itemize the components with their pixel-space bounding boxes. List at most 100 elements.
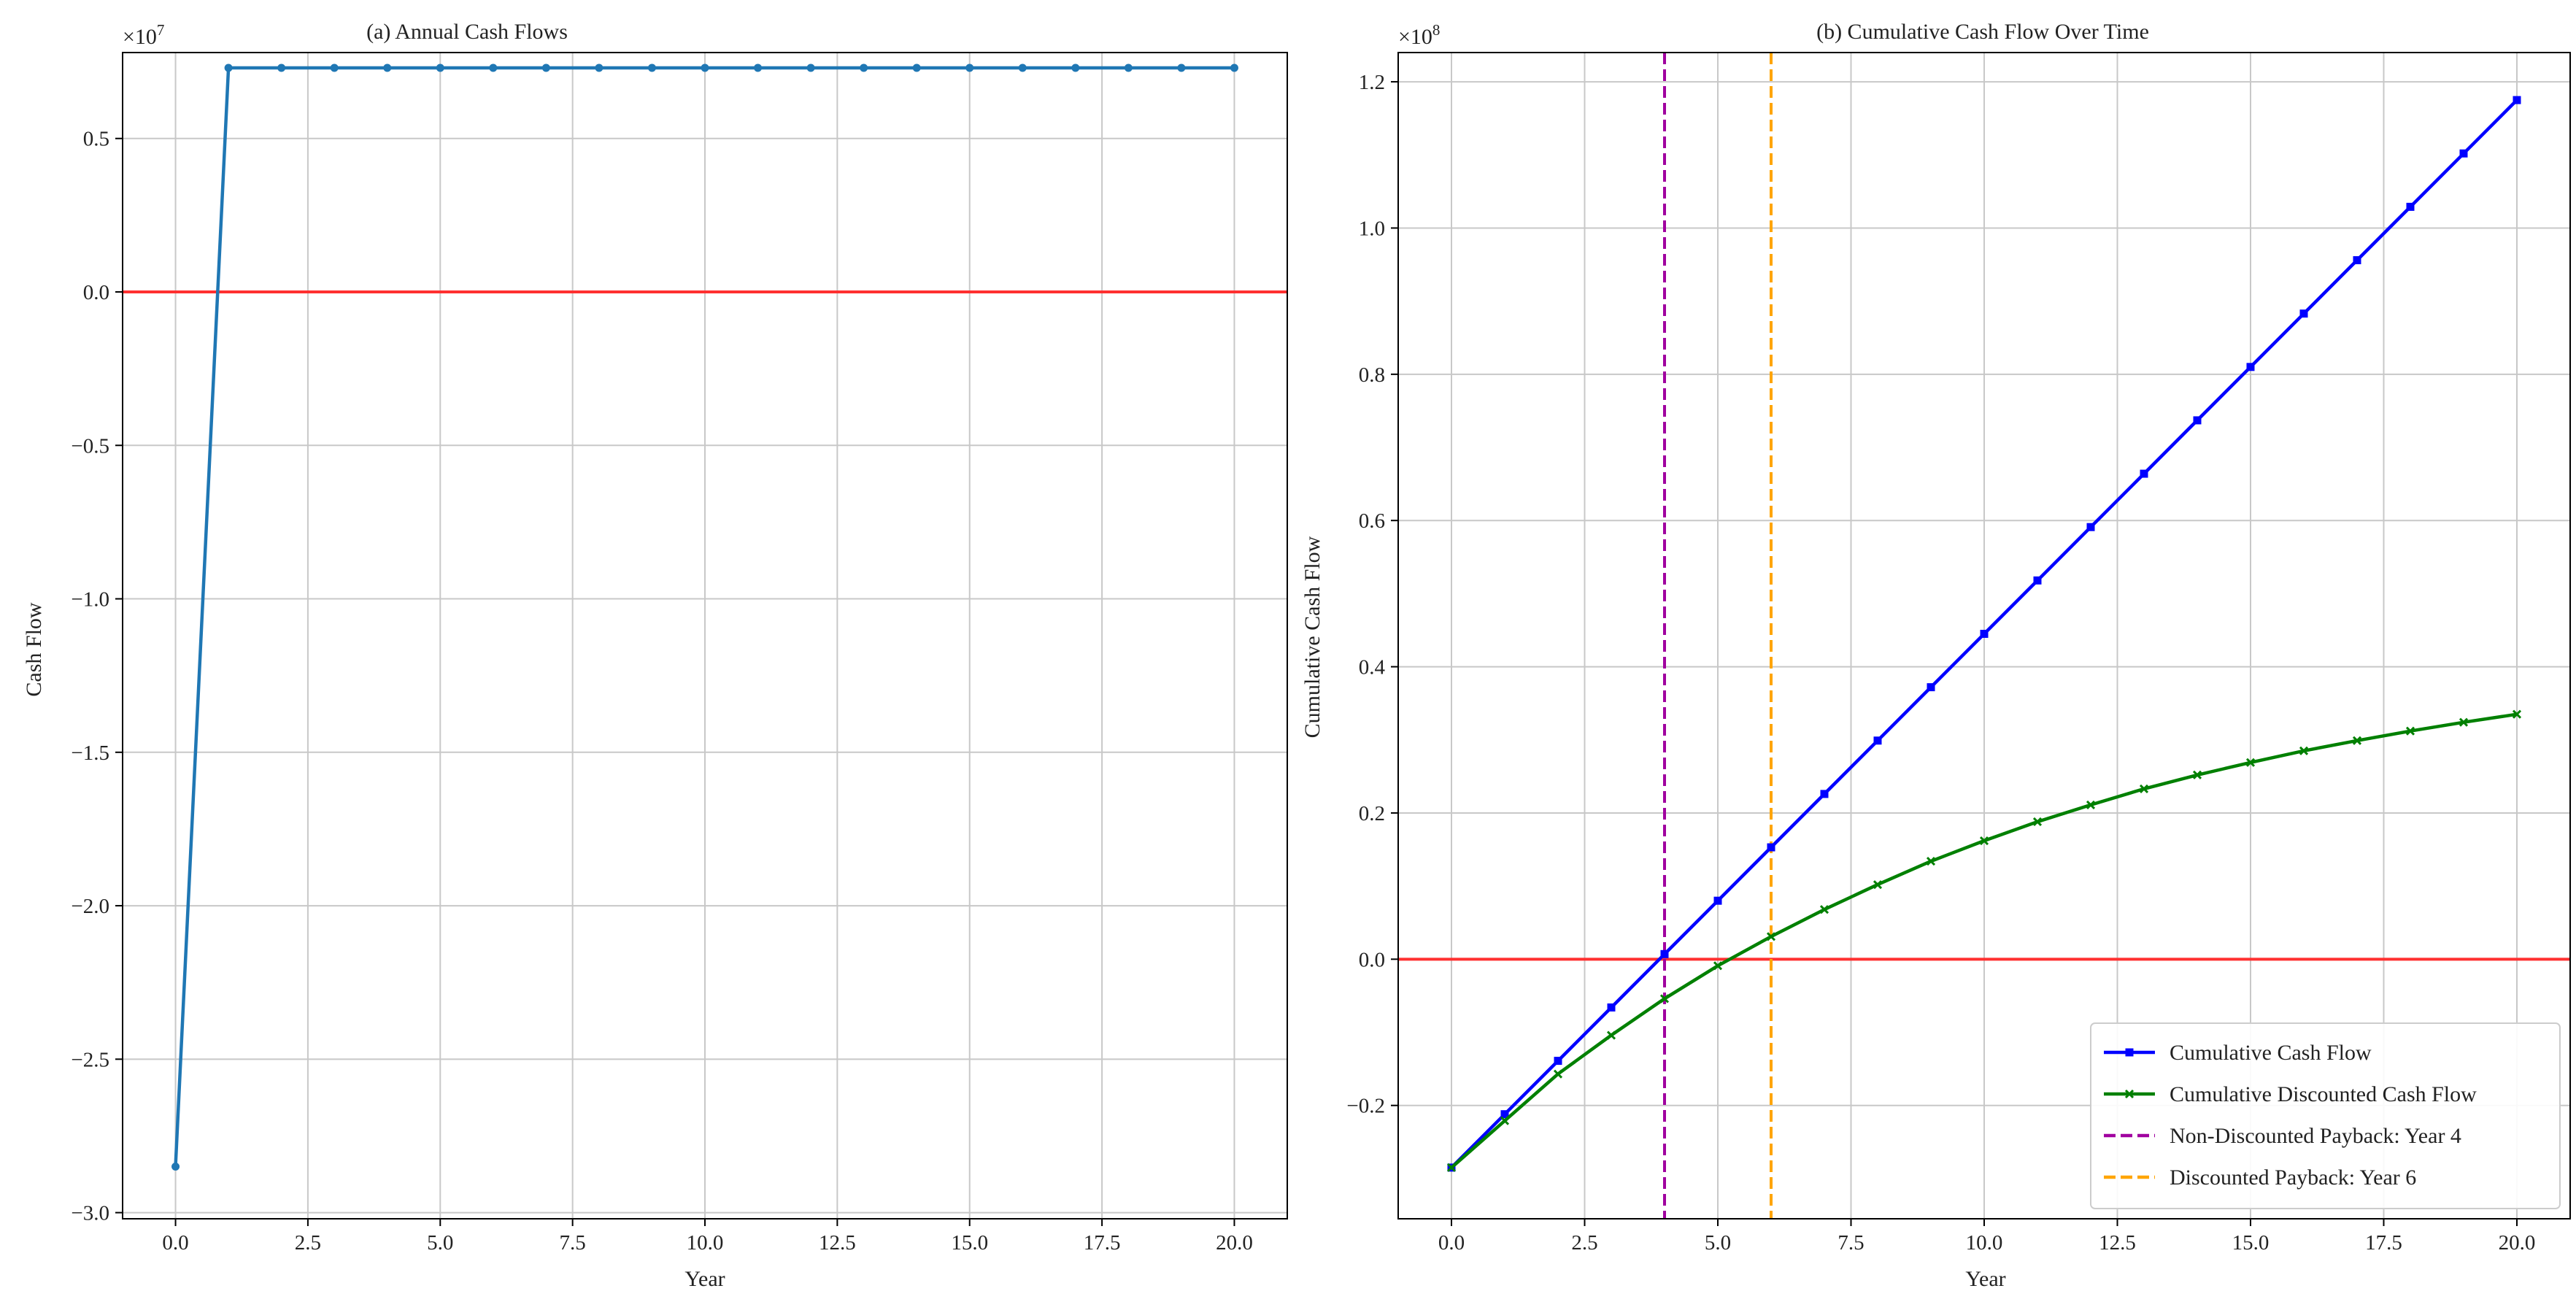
data-point xyxy=(1979,836,1989,846)
y-tick-label: 1.2 xyxy=(1359,71,1385,94)
data-point xyxy=(2139,784,2149,793)
data-point xyxy=(2513,96,2521,104)
legend-label: Discounted Payback: Year 6 xyxy=(2170,1165,2416,1190)
y-tick-label: 0.4 xyxy=(1359,656,1386,679)
data-point xyxy=(2299,309,2308,318)
x-tick-label: 17.5 xyxy=(1084,1231,1121,1255)
x-tick-label: 15.0 xyxy=(2232,1231,2270,1255)
data-point xyxy=(2033,576,2042,585)
data-point xyxy=(2405,726,2415,736)
data-point xyxy=(1607,1003,1616,1012)
data-point xyxy=(1819,905,1829,914)
data-point xyxy=(541,63,550,72)
x-tick-label: 7.5 xyxy=(1837,1231,1864,1255)
data-point xyxy=(595,63,603,72)
x-tick-label: 12.5 xyxy=(2099,1231,2136,1255)
y-tick-label: 0.5 xyxy=(83,128,109,151)
legend-marker xyxy=(2124,1089,2135,1099)
x-tick-label: 20.0 xyxy=(1216,1231,1253,1255)
x-tick-label: 10.0 xyxy=(687,1231,724,1255)
y-axis-label: Cash Flow xyxy=(22,602,46,697)
x-tick-label: 20.0 xyxy=(2499,1231,2536,1255)
plot-series xyxy=(1446,96,2522,1172)
y-offset-label: ×107 xyxy=(123,21,164,49)
chart-title: (b) Cumulative Cash Flow Over Time xyxy=(1816,20,2149,44)
data-point xyxy=(224,63,233,72)
y-tick-label: 0.0 xyxy=(1359,948,1385,971)
x-ticks: 0.0 2.5 5.0 7.5 10.0 12.5 15.0 17.5 20.0 xyxy=(162,1219,1253,1255)
x-tick-label: 17.5 xyxy=(2365,1231,2402,1255)
data-point xyxy=(1659,994,1670,1003)
data-point xyxy=(1713,961,1723,971)
data-point xyxy=(2246,363,2255,371)
data-point xyxy=(330,63,339,72)
data-point xyxy=(1713,896,1722,905)
y-axis-label: Cumulative Cash Flow xyxy=(1300,536,1324,738)
x-tick-label: 10.0 xyxy=(1966,1231,2003,1255)
annual-cash-flows-panel: (a) Annual Cash Flows ×107 Cash Flow Yea… xyxy=(22,20,1288,1291)
data-point xyxy=(2086,800,2096,810)
chart-title: (a) Annual Cash Flows xyxy=(366,20,568,44)
data-point xyxy=(1230,63,1238,72)
data-point xyxy=(1660,949,1669,958)
data-point xyxy=(2459,149,2468,158)
y-ticks: −0.2 0.0 0.2 0.4 0.6 0.8 1.0 1.2 xyxy=(1346,71,1398,1118)
data-point xyxy=(806,63,815,72)
y-tick-label: −3.0 xyxy=(71,1202,109,1225)
data-point xyxy=(383,63,392,72)
data-point xyxy=(2353,256,2361,265)
y-offset-label: ×108 xyxy=(1398,21,1440,49)
data-point xyxy=(436,63,444,72)
data-point xyxy=(2459,717,2469,727)
data-point xyxy=(2193,416,2202,425)
reference-lines xyxy=(1398,53,2570,1219)
y-tick-label: −1.5 xyxy=(71,741,109,765)
x-tick-label: 0.0 xyxy=(162,1231,188,1255)
x-tick-label: 15.0 xyxy=(951,1231,988,1255)
legend-box xyxy=(2090,1022,2561,1209)
x-tick-label: 5.0 xyxy=(1705,1231,1731,1255)
data-point xyxy=(2352,736,2362,745)
x-tick-label: 0.0 xyxy=(1438,1231,1465,1255)
data-point xyxy=(277,63,286,72)
x-tick-label: 7.5 xyxy=(560,1231,586,1255)
data-point xyxy=(1767,843,1775,852)
data-point xyxy=(489,63,498,72)
data-point xyxy=(2512,709,2522,719)
data-point xyxy=(1926,857,1936,866)
x-ticks: 0.0 2.5 5.0 7.5 10.0 12.5 15.0 17.5 20.0 xyxy=(1438,1219,2536,1255)
x-axis-label: Year xyxy=(1965,1267,2005,1291)
data-point xyxy=(1500,1116,1510,1125)
y-tick-label: 0.6 xyxy=(1359,509,1385,533)
data-point xyxy=(1177,63,1186,72)
plot-series xyxy=(171,63,1238,1171)
data-point xyxy=(1873,880,1883,890)
cumulative-cash-flow-panel: (b) Cumulative Cash Flow Over Time ×108 … xyxy=(1300,20,2571,1291)
data-point xyxy=(2406,202,2415,211)
legend-label: Cumulative Discounted Cash Flow xyxy=(2170,1082,2477,1106)
data-point xyxy=(2299,746,2309,755)
data-point xyxy=(1927,683,1935,692)
data-point xyxy=(1071,63,1080,72)
legend-marker xyxy=(2125,1048,2134,1057)
data-point xyxy=(965,63,974,72)
data-point xyxy=(2192,770,2202,779)
x-tick-label: 5.0 xyxy=(427,1231,453,1255)
y-tick-label: 1.0 xyxy=(1359,217,1385,240)
data-point xyxy=(1820,790,1829,798)
data-point xyxy=(1446,1163,1457,1172)
data-point xyxy=(1873,736,1882,745)
x-tick-label: 2.5 xyxy=(1571,1231,1597,1255)
data-point xyxy=(912,63,921,72)
y-tick-label: −2.5 xyxy=(71,1048,109,1071)
y-tick-label: −1.0 xyxy=(71,588,109,612)
data-point xyxy=(2032,817,2043,827)
data-point xyxy=(1980,629,1989,638)
y-tick-label: 0.8 xyxy=(1359,363,1385,387)
y-ticks: −3.0 −2.5 −2.0 −1.5 −1.0 −0.5 0.0 0.5 xyxy=(71,128,123,1225)
y-tick-label: −0.5 xyxy=(71,434,109,458)
data-point xyxy=(754,63,763,72)
data-point xyxy=(171,1163,180,1171)
data-point xyxy=(2140,469,2148,478)
